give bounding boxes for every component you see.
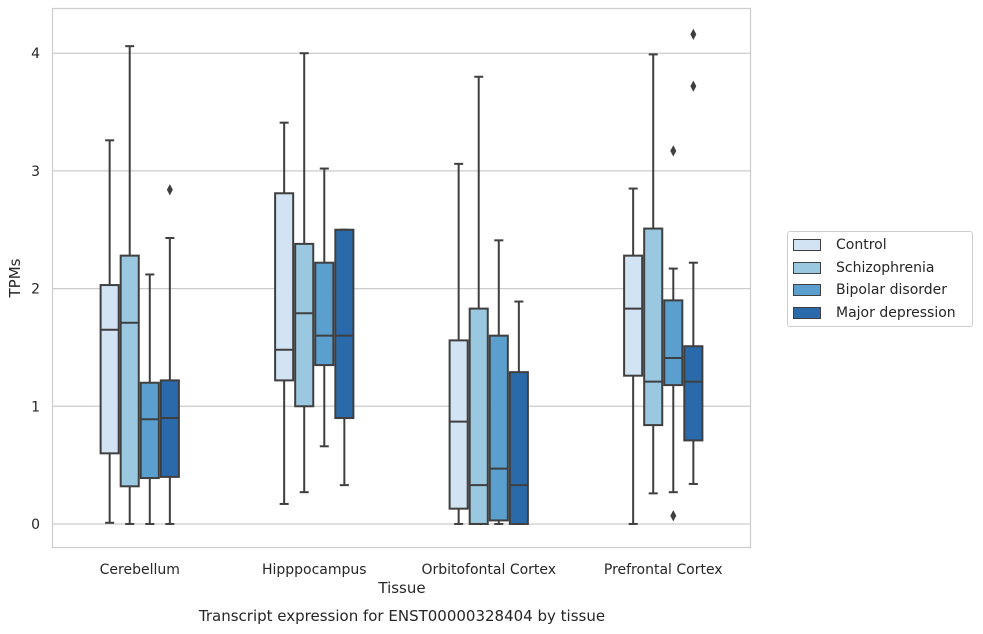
box-iqr — [119, 254, 140, 488]
box-iqr — [468, 307, 489, 525]
y-tick-label: 3 — [31, 164, 40, 180]
legend-swatch-schizophrenia — [793, 262, 821, 274]
legend-item-control: Control — [793, 235, 887, 255]
x-tick-label: Orbitofontal Cortex — [421, 562, 556, 578]
x-axis-label: Tissue — [378, 579, 426, 597]
legend-item-major-depression: Major depression — [793, 303, 956, 323]
box-schizophrenia — [468, 75, 489, 525]
box-control — [623, 187, 644, 525]
box-iqr — [274, 192, 295, 382]
box-bipolar-disorder — [663, 145, 684, 522]
box-iqr — [488, 334, 509, 522]
legend-swatch-control — [793, 239, 821, 251]
box-major-depression — [334, 228, 355, 487]
box-iqr — [683, 345, 704, 442]
y-tick-label: 2 — [31, 282, 40, 298]
box-control — [99, 139, 120, 524]
legend: Control Schizophrenia Bipolar disorder M… — [787, 231, 973, 327]
box-iqr — [334, 228, 355, 420]
outlier-point — [690, 28, 697, 40]
boxes — [99, 28, 704, 525]
tick-labels: 0 1 2 3 4 Cerebellum Hipppocampus Orbitofontal … — [31, 46, 723, 578]
y-tick-label: 0 — [31, 517, 40, 533]
box-iqr — [623, 254, 644, 377]
box-schizophrenia — [294, 52, 315, 494]
box-major-depression — [159, 184, 180, 525]
box-bipolar-disorder — [314, 167, 335, 448]
legend-label-major-depression: Major depression — [836, 305, 956, 321]
box-iqr — [508, 371, 529, 525]
legend-item-bipolar-disorder: Bipolar disorder — [793, 280, 947, 300]
box-iqr — [139, 381, 160, 480]
box-control — [448, 162, 469, 525]
box-bipolar-disorder — [488, 239, 509, 525]
plot-area-frame — [51, 7, 752, 549]
x-tick-label: Cerebellum — [100, 562, 180, 578]
box-iqr — [159, 379, 180, 478]
box-iqr — [643, 227, 664, 427]
outlier-point — [166, 184, 173, 196]
legend-item-schizophrenia: Schizophrenia — [793, 258, 934, 278]
box-iqr — [99, 284, 120, 455]
outlier-point — [670, 510, 677, 522]
box-schizophrenia — [643, 53, 664, 495]
box-control — [274, 121, 295, 505]
outlier-point — [670, 145, 677, 157]
box-iqr — [663, 299, 684, 387]
box-major-depression — [683, 28, 704, 485]
y-axis-label: TPMs — [6, 258, 24, 298]
x-tick-label: Hipppocampus — [262, 562, 367, 578]
legend-swatch-bipolar-disorder — [793, 284, 821, 296]
legend-label-schizophrenia: Schizophrenia — [836, 260, 935, 276]
box-bipolar-disorder — [139, 273, 160, 525]
outlier-point — [690, 80, 697, 92]
legend-label-bipolar-disorder: Bipolar disorder — [836, 282, 948, 298]
legend-label-control: Control — [836, 237, 887, 253]
legend-swatch-major-depression — [793, 307, 821, 319]
box-iqr — [314, 261, 335, 367]
box-iqr — [294, 242, 315, 408]
box-major-depression — [508, 300, 529, 525]
y-tick-label: 1 — [31, 399, 40, 415]
x-tick-label: Prefrontal Cortex — [604, 562, 723, 578]
figure-caption: Transcript expression for ENST0000032840… — [198, 607, 606, 625]
box-schizophrenia — [119, 45, 140, 525]
box-iqr — [448, 339, 469, 510]
y-tick-label: 4 — [31, 46, 40, 62]
